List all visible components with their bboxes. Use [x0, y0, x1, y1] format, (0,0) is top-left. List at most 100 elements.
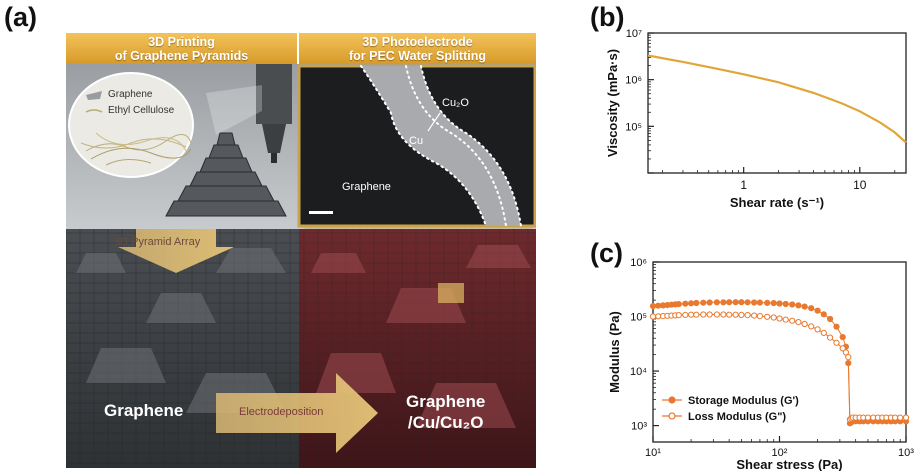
storage-point: [897, 418, 904, 425]
storage-point: [744, 299, 751, 306]
loss-point: [770, 314, 777, 321]
storage-point: [655, 302, 662, 309]
storage-point: [782, 300, 789, 308]
loss-point: [842, 349, 850, 356]
storage-point: [764, 299, 771, 306]
storage-point: [795, 302, 802, 309]
storage-point: [874, 418, 882, 425]
loss-point: [726, 311, 733, 318]
storage-point: [672, 301, 679, 308]
bottom-left-label: Graphene: [104, 401, 184, 420]
y-tick-label-c: 10⁴: [630, 366, 647, 378]
loss-point: [848, 415, 855, 422]
loss-point: [820, 329, 827, 336]
storage-point: [726, 299, 733, 306]
loss-point: [782, 316, 789, 323]
sem-image: [297, 64, 536, 228]
loss-point: [776, 315, 783, 322]
legend-marker-1: [668, 412, 676, 420]
x-axis-label-b: Shear rate (s⁻¹): [730, 195, 824, 210]
loss-point: [808, 323, 815, 330]
storage-point: [820, 311, 827, 318]
sem-label-graphene: Graphene: [342, 181, 391, 193]
storage-point: [902, 418, 910, 425]
storage-point: [675, 301, 682, 308]
loss-point: [664, 312, 671, 319]
header-left: 3D Printing of Graphene Pyramids: [66, 33, 297, 64]
storage-point: [732, 299, 739, 306]
legend-ethyl-cellulose: Ethyl Cellulose: [108, 105, 175, 116]
y-tick-label-b: 10⁵: [625, 121, 642, 133]
loss-point: [801, 320, 808, 328]
header-left-line2: of Graphene Pyramids: [114, 49, 249, 63]
storage-point: [668, 301, 675, 308]
storage-point: [883, 418, 890, 425]
y-tick-label-b: 10⁶: [625, 75, 642, 87]
y-tick-label-c: 10⁵: [630, 312, 647, 324]
storage-point: [848, 419, 855, 426]
loss-point: [845, 354, 852, 361]
plot-frame-c: [652, 261, 907, 443]
loss-point: [870, 414, 877, 421]
panel-label-c: (c): [590, 238, 623, 268]
bottom-right-line1: Graphene: [406, 392, 486, 411]
loss-point: [693, 311, 700, 318]
loss-point: [874, 414, 882, 421]
loss-point: [795, 319, 802, 326]
loss-point: [744, 312, 751, 319]
loss-point: [682, 311, 689, 318]
storage-point: [688, 300, 695, 307]
header-right-line1: 3D Photoelectrode: [362, 35, 473, 49]
storage-point: [801, 303, 808, 310]
storage-point: [864, 418, 872, 425]
x-tick-label-b: 10: [853, 178, 867, 192]
electrodeposition-label: Electrodeposition: [239, 406, 324, 418]
loss-point: [649, 313, 657, 320]
panel-a-illustration: 3D Printing of Graphene Pyramids 3D Phot…: [66, 33, 536, 468]
storage-point: [682, 300, 689, 307]
storage-point: [789, 301, 796, 308]
storage-point: [845, 360, 852, 367]
loss-point: [814, 326, 821, 333]
loss-point: [849, 414, 856, 421]
storage-point: [839, 334, 846, 341]
series-line-0: [652, 301, 906, 425]
plot-frame-b: [647, 32, 907, 174]
loss-point: [659, 313, 667, 320]
loss-point: [668, 312, 675, 319]
storage-point: [852, 418, 859, 425]
down-arrow: [118, 229, 234, 273]
storage-point: [846, 420, 854, 427]
bottom-right-line2: /Cu/Cu₂O: [407, 413, 484, 432]
header-right-line2: for PEC Water Splitting: [348, 49, 487, 63]
storage-point: [814, 307, 821, 314]
loss-point: [897, 414, 904, 421]
storage-point: [770, 300, 777, 307]
loss-point: [827, 334, 834, 341]
sem-label-cu2o: Cu₂O: [442, 97, 469, 109]
loss-point: [688, 311, 695, 318]
loss-point: [655, 313, 662, 320]
printer-nozzle: [256, 64, 292, 163]
y-tick-label-b: 10⁷: [626, 28, 642, 40]
array-label: 3D Pyramid Array: [114, 236, 201, 248]
loss-point: [756, 313, 764, 320]
x-tick-label-b: 1: [740, 178, 747, 192]
storage-point: [738, 299, 745, 306]
storage-point: [827, 315, 834, 323]
illustration-graphics: [66, 64, 536, 468]
storage-point: [693, 299, 700, 307]
storage-point: [649, 303, 657, 310]
zoom-target: [438, 283, 464, 303]
loss-point: [839, 345, 846, 352]
right-arrow: [216, 373, 378, 453]
y-axis-label-c: Modulus (Pa): [607, 311, 622, 393]
legend-label-0: Storage Modulus (G'): [688, 395, 799, 407]
y-tick-label-c: 10⁶: [630, 257, 647, 269]
storage-point: [700, 299, 707, 306]
storage-point: [659, 302, 667, 309]
x-axis-label-c: Shear stress (Pa): [736, 457, 842, 471]
y-tick-label-c: 10³: [631, 421, 647, 433]
loss-point: [860, 414, 867, 421]
loss-point: [852, 414, 859, 421]
